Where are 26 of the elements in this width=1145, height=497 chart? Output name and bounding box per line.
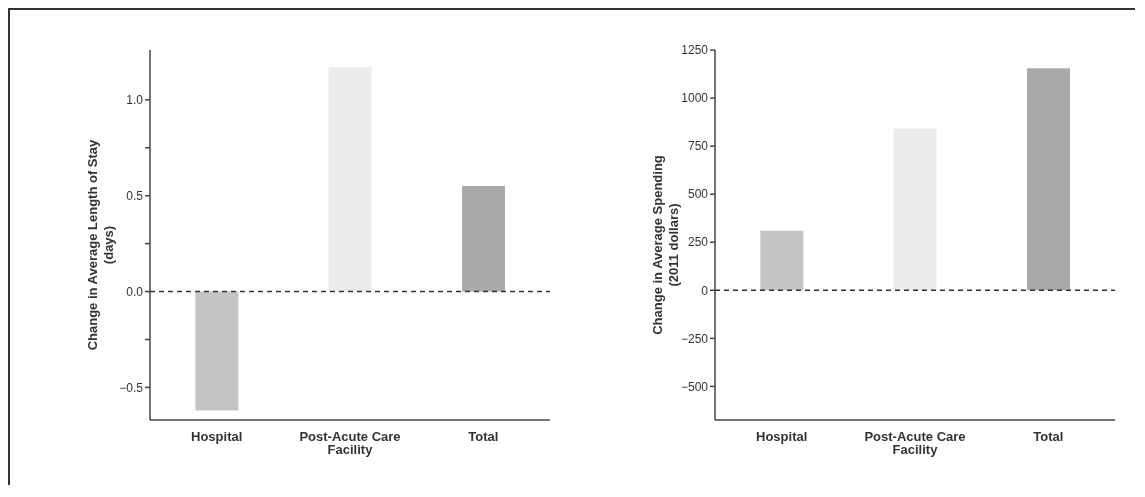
y-tick-label: 0.0 [126, 284, 144, 299]
y-tick-label: 1.0 [126, 93, 144, 108]
bar [760, 230, 804, 291]
y-axis-title: Change in Average Spending (2011 dollars) [650, 155, 681, 335]
y-axis-title: Change in Average Length of Stay (days) [85, 138, 116, 351]
bar [195, 291, 239, 411]
y-tick-label: 250 [687, 235, 709, 250]
y-tick-label: 500 [687, 187, 709, 202]
bar [328, 67, 372, 292]
y-tick-label: −250 [680, 331, 709, 346]
x-tick-label: Total [468, 429, 499, 445]
y-tick-label: 1000 [681, 91, 709, 106]
y-tick-label: 0.5 [126, 188, 144, 203]
x-tick-label: Post-Acute Care Facility [299, 429, 401, 458]
y-tick-label: 0 [701, 283, 709, 298]
x-tick-label: Hospital [191, 429, 243, 445]
x-tick-label: Total [1033, 429, 1064, 445]
bar [462, 186, 505, 292]
bar [1027, 68, 1070, 291]
y-tick-label: −0.5 [119, 380, 144, 395]
x-tick-label: Hospital [756, 429, 808, 445]
bar [893, 128, 937, 291]
y-tick-label: 1250 [681, 43, 709, 58]
y-tick-label: −500 [680, 379, 709, 394]
x-tick-label: Post-Acute Care Facility [864, 429, 966, 458]
y-tick-label: 750 [687, 139, 709, 154]
